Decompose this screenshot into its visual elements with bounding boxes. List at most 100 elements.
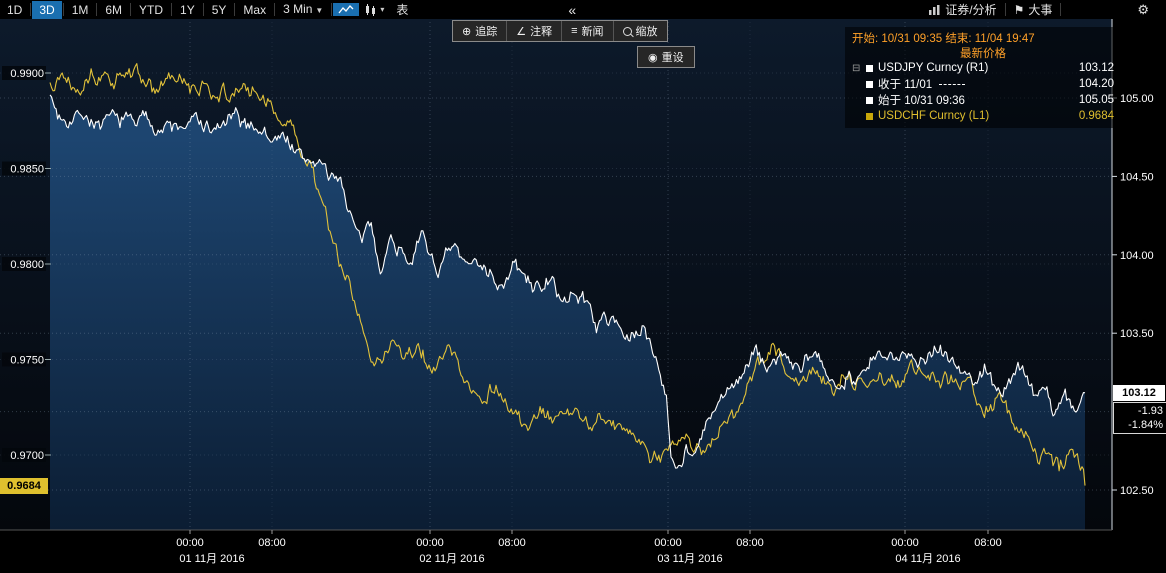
annotate-button[interactable]: ∠ 注释: [506, 21, 561, 41]
svg-text:103.50: 103.50: [1120, 328, 1154, 340]
candlestick-icon: [366, 3, 376, 16]
toolbar-right-group: 证券/分析 ⚑ 大事 ⚙: [922, 1, 1166, 19]
svg-text:0.9800: 0.9800: [10, 259, 44, 271]
collapse-toolbar-button[interactable]: «: [568, 1, 577, 18]
legend-label: 始于 10/31 09:36: [878, 95, 965, 107]
crosshair-icon: ⊕: [462, 25, 472, 38]
svg-text:0.9900: 0.9900: [10, 68, 44, 80]
legend-label: USDCHF Curncy (L1): [878, 110, 990, 122]
svg-text:104.50: 104.50: [1120, 171, 1154, 183]
interval-label: 3 Min: [283, 1, 313, 16]
legend-row-3[interactable]: USDCHF Curncy (L1) 0.9684: [852, 108, 1114, 124]
securities-analysis-button[interactable]: 证券/分析: [922, 1, 1003, 19]
change-box: -1.93 -1.84%: [1113, 402, 1166, 434]
range-tab-5y[interactable]: 5Y: [211, 2, 227, 17]
toolbar-divider: [171, 3, 173, 16]
legend-row-0[interactable]: ⊟ USDJPY Curncy (R1) 103.12: [852, 60, 1114, 76]
toolbar-divider: [130, 3, 132, 16]
table-view-button[interactable]: 表: [396, 2, 409, 17]
svg-text:00:00: 00:00: [416, 537, 444, 549]
range-tab-6m[interactable]: 6M: [105, 2, 123, 17]
news-button[interactable]: ≡ 新闻: [561, 21, 612, 41]
chevron-down-icon: ▾: [380, 5, 385, 14]
settings-gear-button[interactable]: ⚙: [1130, 1, 1156, 19]
svg-text:01 11月 2016: 01 11月 2016: [179, 553, 244, 565]
analysis-chart-icon: [929, 4, 941, 15]
usdchf-last-price-badge: 0.9684: [0, 478, 48, 494]
interval-dropdown[interactable]: 3 Min ▼: [276, 0, 330, 20]
usdjpy-area: [50, 94, 1085, 531]
svg-text:08:00: 08:00: [736, 537, 764, 549]
range-tab-ytd[interactable]: YTD: [139, 2, 164, 17]
svg-text:105.00: 105.00: [1120, 93, 1154, 105]
legend-value: 105.05: [1078, 94, 1114, 106]
track-label: 追踪: [475, 26, 498, 38]
reset-label: 重设: [661, 52, 684, 64]
reset-button[interactable]: ◉ 重设: [637, 46, 695, 68]
svg-text:08:00: 08:00: [258, 537, 286, 549]
legend-range: 开始: 10/31 09:35 结束: 11/04 19:47: [852, 33, 1035, 45]
top-toolbar: 1D 3D 1M 6M YTD 1Y 5Y Max 3 Min ▼ ▾ 表 « 证券/分析 ⚑ …: [0, 0, 1166, 19]
line-chart-icon: [338, 5, 354, 14]
range-tab-max[interactable]: Max: [243, 2, 267, 17]
tree-expander-icon[interactable]: ⊟: [852, 62, 861, 74]
chart-legend: 开始: 10/31 09:35 结束: 11/04 19:47 最新价格 ⊟ US…: [845, 27, 1121, 128]
toolbar-divider: [62, 3, 64, 16]
legend-label: USDJPY Curncy (R1): [878, 62, 989, 74]
gear-icon: ⚙: [1137, 1, 1149, 17]
series-swatch: [866, 96, 873, 104]
toolbar-divider: [1004, 3, 1006, 16]
range-tab-1y[interactable]: 1Y: [180, 2, 195, 17]
toolbar-divider: [274, 3, 276, 16]
news-icon: ≡: [571, 25, 578, 37]
news-label: 新闻: [581, 26, 604, 38]
left-axis-labels: 0.9900 0.9850 0.9800 0.9750 0.9700: [2, 66, 51, 462]
svg-text:00:00: 00:00: [176, 537, 204, 549]
range-tab-1m[interactable]: 1M: [71, 2, 89, 17]
track-button[interactable]: ⊕ 追踪: [453, 21, 506, 41]
legend-value: 103.12: [1078, 62, 1114, 74]
toolbar-divider: [1060, 3, 1062, 16]
candlestick-button[interactable]: ▾: [359, 3, 389, 17]
net-change: -1.93: [1137, 405, 1163, 417]
range-tab-1d[interactable]: 1D: [7, 2, 23, 17]
svg-text:0.9700: 0.9700: [10, 450, 44, 462]
usdjpy-line: [49, 94, 1086, 469]
toolbar-divider: [30, 3, 32, 16]
svg-text:03 11月 2016: 03 11月 2016: [657, 553, 722, 565]
range-tabs: 1D 3D 1M 6M YTD 1Y 5Y Max: [0, 0, 273, 19]
legend-row-2[interactable]: 始于 10/31 09:36 105.05: [852, 92, 1114, 108]
pct-change: -1.84%: [1128, 419, 1163, 431]
magnifier-icon: [622, 26, 632, 36]
svg-text:0.9750: 0.9750: [10, 355, 44, 367]
zoom-button[interactable]: 缩放: [612, 21, 667, 41]
chart-tools-group: ⊕ 追踪 ∠ 注释 ≡ 新闻 缩放: [452, 20, 668, 42]
series-swatch: [866, 112, 873, 120]
annotate-label: 注释: [530, 26, 553, 38]
zoom-label: 缩放: [635, 26, 658, 38]
events-label: 大事: [1028, 2, 1053, 17]
dashed-line-sample: [939, 83, 966, 85]
toolbar-divider: [234, 3, 236, 16]
line-chart-button[interactable]: [333, 3, 360, 16]
events-button[interactable]: ⚑ 大事: [1007, 1, 1060, 19]
legend-row-1[interactable]: 收于 11/01 104.20: [852, 76, 1114, 92]
svg-text:0.9850: 0.9850: [10, 164, 44, 176]
usdjpy-last-price-badge: 103.12: [1113, 385, 1165, 401]
legend-rows: ⊟ USDJPY Curncy (R1) 103.12 收于 11/01 104.20 始…: [852, 60, 1114, 124]
legend-value: 0.9684: [1078, 110, 1114, 122]
svg-text:04 11月 2016: 04 11月 2016: [895, 553, 960, 565]
svg-text:00:00: 00:00: [654, 537, 682, 549]
range-tab-3d[interactable]: 3D: [32, 0, 62, 19]
toolbar-divider: [331, 3, 333, 16]
svg-text:08:00: 08:00: [498, 537, 526, 549]
chart-tools: ⊕ 追踪 ∠ 注释 ≡ 新闻 缩放 ◉ 重设: [452, 20, 695, 68]
legend-label: 收于 11/01: [878, 79, 933, 91]
right-axis-labels: 105.00 104.50 104.00 103.50 102.50: [1112, 93, 1154, 497]
securities-label: 证券/分析: [945, 2, 997, 17]
series-swatch: [866, 80, 873, 88]
usdchf-line: [49, 63, 1086, 486]
gridlines: [0, 18, 1112, 530]
flag-icon: ⚑: [1013, 2, 1025, 17]
svg-text:104.00: 104.00: [1120, 250, 1154, 262]
